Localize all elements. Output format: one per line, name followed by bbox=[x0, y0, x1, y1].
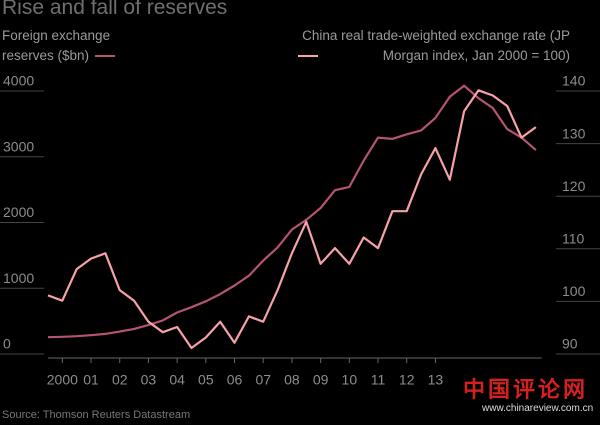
x-tick-label: 07 bbox=[255, 372, 271, 388]
x-tick-label: 11 bbox=[371, 372, 386, 388]
x-tick-label: 04 bbox=[169, 372, 185, 388]
x-tick-label: 06 bbox=[227, 372, 243, 388]
legend-swatch bbox=[298, 55, 318, 57]
y2-tick-label: 100 bbox=[562, 283, 586, 299]
y-tick-label: 3000 bbox=[3, 138, 34, 154]
y2-tick-label: 120 bbox=[562, 178, 586, 194]
y2-tick-label: 110 bbox=[562, 231, 585, 247]
x-tick-label: 02 bbox=[112, 372, 128, 388]
x-tick-label: 08 bbox=[284, 372, 300, 388]
y-tick-label: 1000 bbox=[3, 270, 34, 286]
y-tick-label: 2000 bbox=[3, 204, 34, 220]
legend-label: China real trade-weighted exchange rate … bbox=[302, 28, 570, 63]
series-line bbox=[47, 84, 537, 339]
x-tick-label: 01 bbox=[83, 372, 99, 388]
x-tick-label: 13 bbox=[428, 372, 444, 388]
source: Source: Thomson Reuters Datastream bbox=[2, 409, 191, 421]
y-tick-label: 0 bbox=[3, 336, 11, 352]
series-line bbox=[47, 89, 537, 350]
chart-title: Rise and fall of reserves bbox=[2, 0, 228, 19]
y-tick-label: 4000 bbox=[3, 73, 34, 89]
y2-tick-label: 130 bbox=[562, 125, 586, 141]
watermark-url: www.chinareview.com.cn bbox=[482, 403, 594, 414]
y2-tick-label: 90 bbox=[562, 336, 578, 352]
legend-entry: China real trade-weighted exchange rate … bbox=[290, 26, 570, 66]
legend-entry: Foreign exchange reserves ($bn) bbox=[2, 26, 137, 66]
x-tick-label: 2000 bbox=[47, 372, 78, 388]
x-tick-label: 03 bbox=[141, 372, 157, 388]
watermark: 中国评论网 bbox=[463, 377, 589, 402]
x-tick-label: 09 bbox=[313, 372, 329, 388]
x-tick-label: 10 bbox=[342, 372, 358, 388]
x-tick-label: 05 bbox=[198, 372, 214, 388]
legend-swatch bbox=[95, 55, 116, 58]
y2-tick-label: 140 bbox=[562, 73, 586, 89]
legend-label: Foreign exchange reserves ($bn) bbox=[2, 28, 111, 63]
x-tick-label: 12 bbox=[399, 372, 415, 388]
